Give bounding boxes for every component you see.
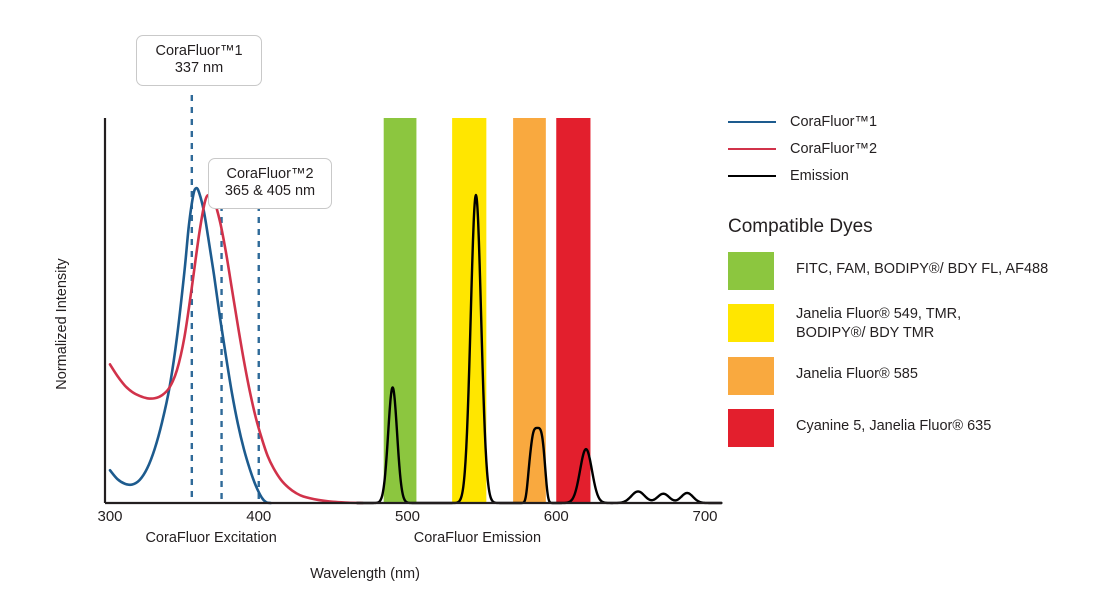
legend-line-swatch [728,120,776,123]
callout-corafluor-1: CoraFluor™1 337 nm [136,35,262,87]
green-band [383,118,417,503]
dye-label-line1: Cyanine 5, Janelia Fluor® 635 [796,418,992,435]
callout-1-line2: 337 nm [174,60,224,77]
dye-item-1[interactable]: Janelia Fluor® 549, TMR, BODIPY®/ BDY TMR [728,304,1100,343]
dye-color-swatch [728,252,774,290]
dye-item-0[interactable]: FITC, FAM, BODIPY®/ BDY FL, AF488 [728,252,1100,290]
axis-sublabel-excitation: CoraFluor Excitation [145,530,277,546]
callout-1-line1: CoraFluor™1 [155,43,243,59]
excitation-marker-lines-layer [190,95,260,503]
axis-sublabel-emission: CoraFluor Emission [413,530,542,546]
dye-label-line1: Janelia Fluor® 549, TMR, [796,306,962,322]
dye-color-swatch [728,357,774,396]
callout-2-line1: CoraFluor™2 [226,166,314,182]
dye-label: Janelia Fluor® 585 [796,357,918,384]
compatible-dyes-heading: Compatible Dyes [728,216,873,237]
x-tick-300: 300 [97,508,123,525]
x-tick-700: 700 [692,508,718,525]
dye-label-line1: FITC, FAM, BODIPY®/ BDY FL, AF488 [796,261,1049,277]
dye-label-line2: BODIPY®/ BDY TMR [796,325,935,342]
orange-band [513,118,546,503]
legend-item-label: CoraFluor™2 [790,140,878,157]
dye-color-swatch [728,304,774,342]
legend-line-swatch [728,147,776,150]
compatible-dyes-list: FITC, FAM, BODIPY®/ BDY FL, AF488 Janelia… [728,252,1100,448]
dye-label: Cyanine 5, Janelia Fluor® 635 [796,409,991,436]
legend-item-2[interactable]: Emission [728,162,1100,189]
wavelength-bands-layer [383,118,591,503]
legend-series-list: CoraFluor™1 CoraFluor™2 Emission [728,108,1100,189]
legend-item-label: CoraFluor™1 [790,113,878,130]
dye-label: FITC, FAM, BODIPY®/ BDY FL, AF488 [796,252,1048,279]
legend-item-0[interactable]: CoraFluor™1 [728,108,1100,135]
plot-axes-layer [103,118,722,505]
dye-item-2[interactable]: Janelia Fluor® 585 [728,357,1100,396]
legend-line-swatch [728,174,776,177]
dye-item-3[interactable]: Cyanine 5, Janelia Fluor® 635 [728,409,1100,448]
legend-panel: CoraFluor™1 CoraFluor™2 Emission Compatibl… [728,108,1100,461]
red-band [556,118,591,503]
dye-label: Janelia Fluor® 549, TMR, BODIPY®/ BDY TMR [796,304,961,343]
dye-label-line1: Janelia Fluor® 585 [796,366,918,383]
y-axis-title: Normalized Intensity [54,258,70,390]
curve-corafluor-2 [108,193,365,505]
x-axis-title: Wavelength (nm) [310,566,420,582]
dye-color-swatch [728,409,774,448]
x-tick-600: 600 [543,508,569,525]
x-tick-400: 400 [246,508,272,525]
legend-item-label: Emission [790,167,849,184]
legend-item-1[interactable]: CoraFluor™2 [728,135,1100,162]
x-tick-500: 500 [394,508,421,525]
curve-corafluor-1 [108,186,272,505]
callout-2-line2: 365 & 405 nm [224,183,316,200]
callout-corafluor-2: CoraFluor™2 365 & 405 nm [208,158,332,210]
